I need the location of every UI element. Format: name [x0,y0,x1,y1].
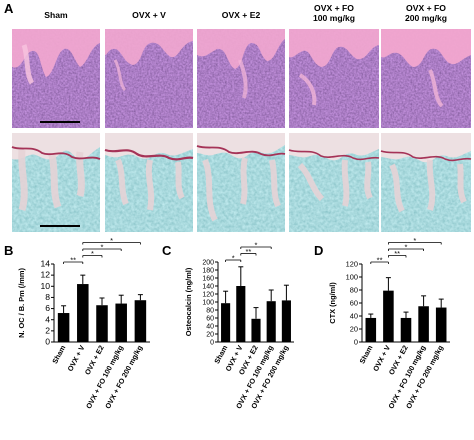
bar [77,284,89,342]
micrograph-grid [11,29,472,232]
significance-label: * [110,236,113,245]
column-label-line: OVX + FO [314,3,354,13]
panel-label-a: A [4,1,14,16]
y-tick-label: 20 [350,325,358,334]
micrograph-trap-ovx-fo-200 [380,133,472,232]
y-tick-label: 80 [206,308,214,315]
y-tick-label: 0 [354,338,358,347]
y-tick-label: 100 [346,273,358,282]
panel-label-d: D [314,243,324,258]
y-tick-label: 140 [202,284,214,291]
y-tick-label: 120 [346,260,358,269]
bar [236,286,246,342]
bar [435,307,447,342]
y-tick-label: 0 [45,337,50,347]
y-tick-label: 2 [45,325,50,335]
column-label-line: 100 mg/kg [312,13,356,23]
significance-label: * [413,236,416,245]
column-label-line: OVX + FO [406,3,446,13]
column-label-line: OVX + V [132,10,166,20]
trap-row [11,133,472,232]
column-label-ovx-fo-100: OVX + FO 100 mg/kg [289,3,379,23]
bar [57,313,70,342]
bar [221,303,231,342]
y-tick-label: 4 [45,314,50,324]
y-tick-label: 200 [202,260,214,267]
y-tick-label: 120 [202,292,214,299]
panel-label-c: C [162,243,172,258]
significance-label: ** [245,247,251,256]
y-axis-label: Osteocalcin (ng/ml) [184,267,193,336]
y-tick-label: 60 [206,316,214,323]
y-tick-label: 100 [202,300,214,307]
micrograph-trap-ovx-v [104,133,194,232]
y-tick-label: 10 [40,281,50,291]
bar [383,290,394,342]
micrograph-he-ovx-fo-100 [289,29,379,128]
bar [96,305,108,342]
y-tick-label: 180 [202,268,214,275]
column-label-line: 200 mg/kg [404,13,448,23]
y-axis-label: CTX (ng/ml) [328,282,337,324]
significance-label: * [405,243,408,252]
bar [281,300,291,342]
micrograph-he-sham [12,29,100,128]
significance-label: * [91,249,94,258]
significance-label: ** [70,256,76,265]
bar [400,317,412,342]
y-tick-label: 40 [350,312,358,321]
bar [134,300,147,342]
significance-label: ** [394,249,400,258]
significance-label: * [255,241,258,250]
he-row [12,29,471,128]
y-tick-label: 160 [202,276,214,283]
category-label: Sham [357,344,374,366]
bar [418,306,429,342]
significance-label: * [232,254,235,263]
y-tick-label: 20 [206,332,214,339]
significance-label: * [101,243,104,252]
micrograph-trap-ovx-fo-100 [288,133,380,232]
significance-label: ** [377,256,383,265]
micrograph-trap-ovx-e2 [196,133,286,232]
bar [266,301,276,342]
y-tick-label: 80 [350,286,358,295]
bar [115,303,127,342]
y-tick-label: 40 [206,324,214,331]
column-label-ovx-e2: OVX + E2 [197,10,285,20]
micrograph-he-ovx-e2 [197,29,285,128]
y-tick-label: 8 [45,292,50,302]
column-label-ovx-v: OVX + V [105,10,193,20]
column-label-ovx-fo-200: OVX + FO 200 mg/kg [381,3,471,23]
bar [251,318,261,342]
y-tick-label: 14 [40,259,50,269]
micrograph-trap-sham [11,133,101,232]
y-tick-label: 0 [210,340,214,347]
column-label-line: Sham [44,10,68,20]
micrograph-he-ovx-fo-200 [381,29,471,128]
y-tick-label: 6 [45,303,50,313]
bar [365,317,377,342]
y-tick-label: 60 [350,299,358,308]
y-tick-label: 12 [40,270,50,280]
panel-label-b: B [4,243,14,258]
micrograph-he-ovx-v [105,29,193,128]
column-label-sham: Sham [12,10,100,20]
y-axis-label: N. OC / B. Pm (/mm) [17,268,26,338]
column-label-line: OVX + E2 [221,10,261,20]
